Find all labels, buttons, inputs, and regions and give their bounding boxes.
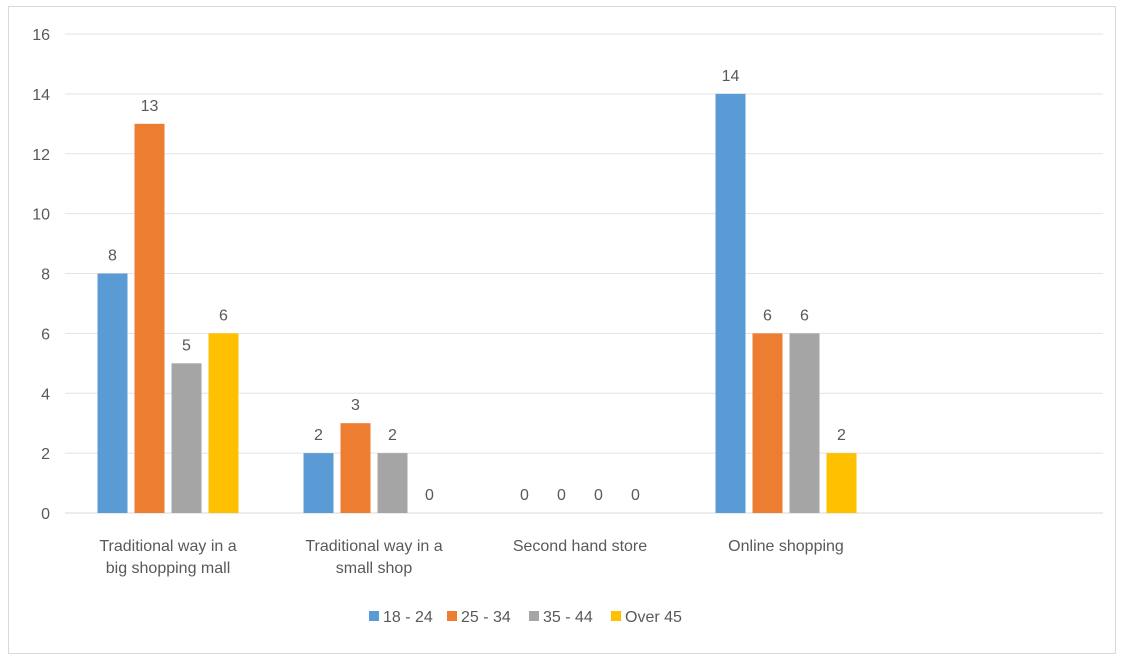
data-label: 0 [425, 487, 434, 504]
legend-label: 35 - 44 [543, 609, 593, 626]
y-tick-label: 2 [41, 446, 50, 463]
bar-25-34 [752, 333, 783, 513]
legend-label: 25 - 34 [461, 609, 511, 626]
bar-over45 [208, 333, 239, 513]
legend-swatch [611, 611, 621, 621]
data-label: 8 [108, 248, 117, 265]
data-label: 0 [520, 487, 529, 504]
category-label: Traditional way in a [99, 538, 236, 555]
category-label: Second hand store [513, 538, 647, 555]
bar-18-24 [715, 93, 746, 513]
bar-35-44 [171, 363, 202, 513]
bar-18-24 [303, 453, 334, 513]
data-label: 13 [141, 98, 159, 115]
data-label: 14 [722, 68, 740, 85]
category-label: Traditional way in a [305, 538, 442, 555]
data-label: 0 [594, 487, 603, 504]
y-tick-label: 8 [41, 267, 50, 284]
data-label: 0 [557, 487, 566, 504]
data-label: 2 [388, 427, 397, 444]
data-label: 3 [351, 397, 360, 414]
data-label: 5 [182, 337, 191, 354]
data-label: 2 [314, 427, 323, 444]
legend-swatch [369, 611, 379, 621]
category-label: Online shopping [728, 538, 844, 555]
legend-swatch [529, 611, 539, 621]
chart-frame [8, 6, 1116, 654]
data-label: 0 [631, 487, 640, 504]
data-label: 2 [837, 427, 846, 444]
y-tick-label: 16 [32, 27, 50, 44]
bar-over45 [826, 453, 857, 513]
data-label: 6 [219, 307, 228, 324]
y-tick-label: 0 [41, 506, 50, 523]
bar-25-34 [134, 123, 165, 513]
category-label: small shop [336, 560, 413, 577]
y-tick-label: 12 [32, 147, 50, 164]
bar-25-34 [340, 423, 371, 513]
bar-35-44 [789, 333, 820, 513]
y-tick-label: 14 [32, 87, 50, 104]
data-label: 6 [763, 307, 772, 324]
y-tick-label: 4 [41, 386, 50, 403]
bar-18-24 [97, 273, 128, 513]
legend-label: 18 - 24 [383, 609, 433, 626]
data-label: 6 [800, 307, 809, 324]
legend-swatch [447, 611, 457, 621]
category-label: big shopping mall [106, 560, 231, 577]
bar-35-44 [377, 453, 408, 513]
legend-label: Over 45 [625, 609, 682, 626]
y-tick-label: 10 [32, 207, 50, 224]
y-tick-label: 6 [41, 326, 50, 343]
